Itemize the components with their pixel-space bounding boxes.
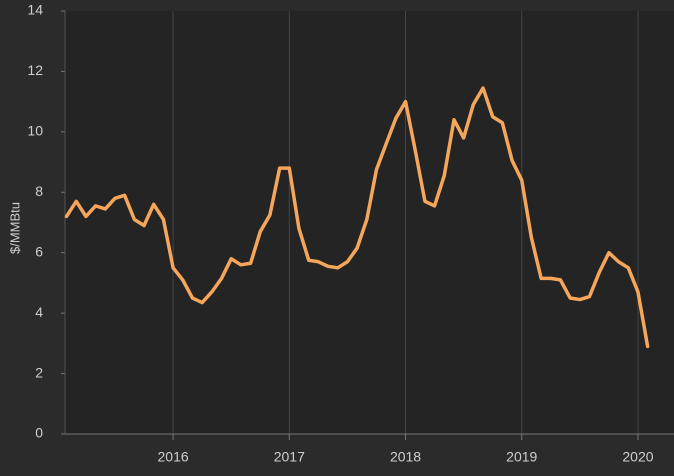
x-tick-label: 2018 (390, 449, 421, 465)
data-line (64, 86, 650, 349)
y-tick-label: 0 (35, 425, 43, 441)
x-tick-label: 2019 (506, 449, 537, 465)
y-axis-label: $/MMBtu (7, 202, 22, 254)
y-tick-label: 12 (27, 62, 43, 78)
y-tick-label: 10 (27, 123, 43, 139)
x-tick-label: 2016 (158, 449, 189, 465)
x-tick-label: 2020 (622, 449, 653, 465)
y-tick-label: 4 (35, 304, 43, 320)
y-tick-label: 6 (35, 243, 43, 259)
y-tick-label: 8 (35, 183, 43, 199)
y-tick-label: 14 (27, 2, 43, 18)
x-tick-label: 2017 (274, 449, 305, 465)
y-tick-label: 2 (35, 364, 43, 380)
plot-area (65, 11, 674, 434)
